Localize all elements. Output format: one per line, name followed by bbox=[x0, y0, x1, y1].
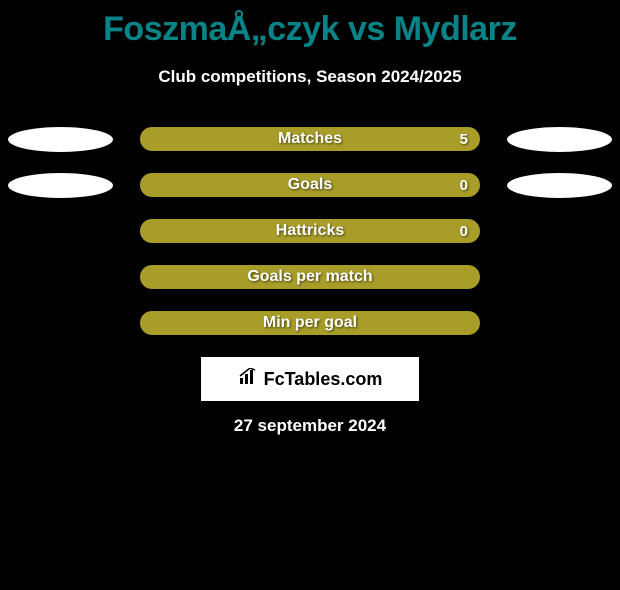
stat-label: Goals bbox=[288, 176, 332, 194]
logo-text: FcTables.com bbox=[264, 369, 383, 390]
right-indicator bbox=[507, 127, 612, 152]
main-container: FoszmaÅ„czyk vs Mydlarz Club competition… bbox=[0, 10, 620, 436]
stat-value: 0 bbox=[460, 223, 468, 240]
left-indicator bbox=[8, 173, 113, 198]
subtitle: Club competitions, Season 2024/2025 bbox=[0, 67, 620, 87]
stat-row-hattricks: Hattricks 0 bbox=[0, 219, 620, 243]
source-logo[interactable]: FcTables.com bbox=[201, 357, 419, 401]
stat-label: Min per goal bbox=[263, 314, 357, 332]
stat-label: Goals per match bbox=[247, 268, 372, 286]
stat-bar: Goals per match bbox=[140, 265, 480, 289]
stat-label: Hattricks bbox=[276, 222, 344, 240]
stat-row-goals: Goals 0 bbox=[0, 173, 620, 197]
right-indicator bbox=[507, 173, 612, 198]
stat-bar: Hattricks 0 bbox=[140, 219, 480, 243]
left-indicator bbox=[8, 127, 113, 152]
date-label: 27 september 2024 bbox=[0, 416, 620, 436]
stat-bar: Matches 5 bbox=[140, 127, 480, 151]
stat-label: Matches bbox=[278, 130, 342, 148]
stat-value: 5 bbox=[460, 131, 468, 148]
chart-icon bbox=[238, 368, 260, 391]
stat-row-matches: Matches 5 bbox=[0, 127, 620, 151]
stat-row-goals-per-match: Goals per match bbox=[0, 265, 620, 289]
stat-bar: Min per goal bbox=[140, 311, 480, 335]
stat-row-min-per-goal: Min per goal bbox=[0, 311, 620, 335]
stat-bar: Goals 0 bbox=[140, 173, 480, 197]
stat-value: 0 bbox=[460, 177, 468, 194]
page-title: FoszmaÅ„czyk vs Mydlarz bbox=[0, 10, 620, 49]
